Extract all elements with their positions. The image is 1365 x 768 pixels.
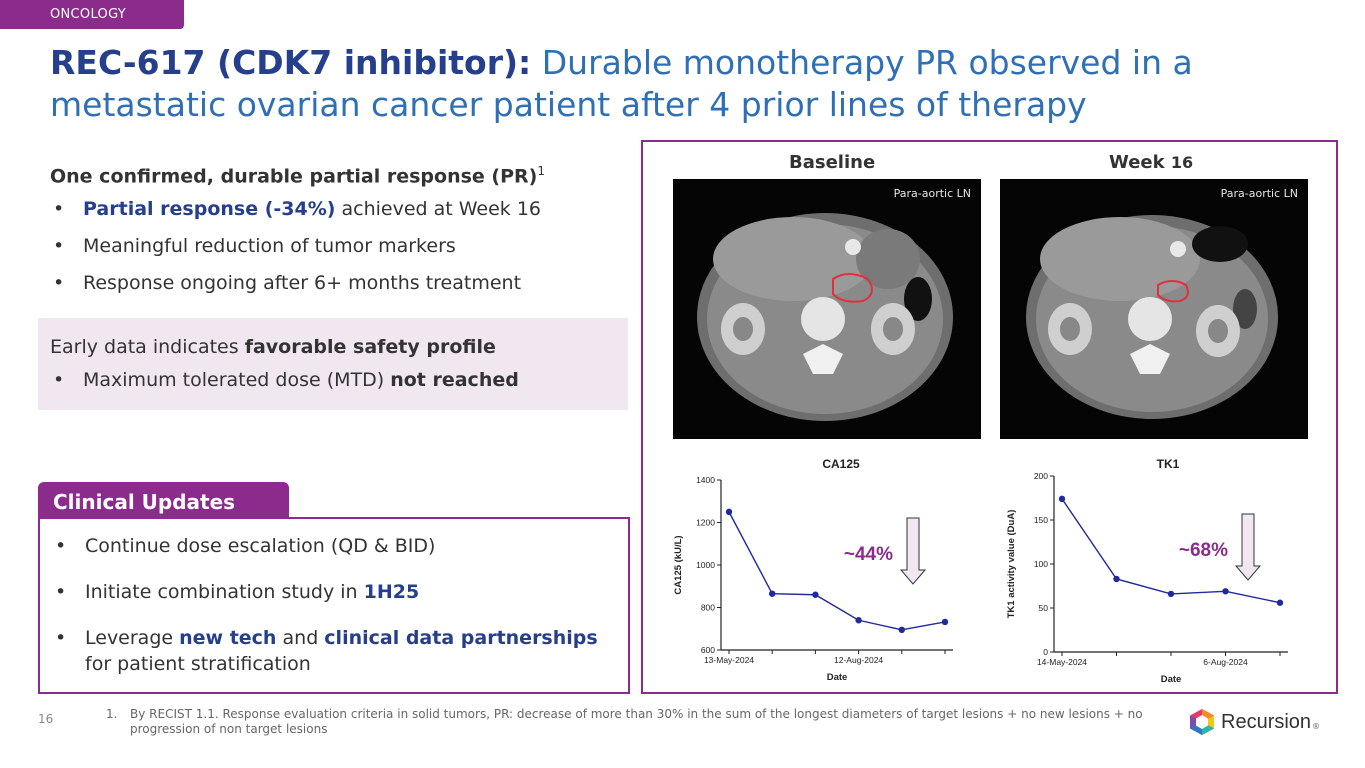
reduction-annotation: ~44% (844, 544, 893, 565)
week-label-text: Week (1109, 152, 1165, 173)
logo-wordmark: Recursion (1221, 710, 1312, 733)
data-point (1167, 590, 1175, 598)
ca125-chart: CA125 600 800 1000 1200 1400 13-May-2024 12-Aug… (673, 457, 953, 683)
pr-bold: Partial response (-34%) (83, 198, 336, 221)
y-axis-label: TK1 activity value (DuA) (1006, 510, 1017, 619)
y-tick-label: 200 (1034, 471, 1048, 481)
response-heading-text: One confirmed, durable partial response … (50, 165, 538, 188)
cu-item3-b: new tech (179, 627, 277, 649)
week16-ct-scan: Para-aortic LN (1000, 179, 1308, 439)
data-point (812, 591, 819, 598)
week-number: 16 (1170, 153, 1194, 172)
response-bullets: Partial response (-34%) achieved at Week… (50, 191, 640, 302)
data-point (769, 590, 776, 597)
recursion-logo: Recursion ® (1189, 708, 1320, 736)
mtd-text: Maximum tolerated dose (MTD) (83, 369, 391, 391)
safety-box: Early data indicates favorable safety pr… (38, 318, 628, 410)
baseline-label: Baseline (789, 152, 876, 173)
ct-image (697, 213, 953, 421)
cu-item2-bold: 1H25 (363, 581, 420, 603)
list-item: Leverage new tech and clinical data part… (52, 625, 628, 677)
data-point (1276, 599, 1284, 606)
x-tick-label: 13-May-2024 (704, 655, 754, 665)
data-point (855, 617, 862, 624)
y-tick-label: 50 (1039, 603, 1049, 613)
chart-title: TK1 (1157, 457, 1180, 471)
response-heading: One confirmed, durable partial response … (50, 156, 640, 191)
cu-item3-e: for patient stratification (85, 653, 311, 675)
cu-item2: Initiate combination study in (85, 581, 364, 603)
y-tick-label: 600 (701, 645, 715, 655)
logo-registered: ® (1312, 721, 1321, 731)
data-point (941, 618, 949, 626)
title-line2: metastatic ovarian cancer patient after … (50, 85, 1087, 124)
down-arrow-icon (899, 517, 927, 585)
results-panel: Baseline Week 16 Para-aortic LN (641, 140, 1338, 694)
reduction-annotation: ~68% (1179, 540, 1228, 561)
safety-intro-bold: favorable safety profile (244, 336, 496, 358)
tk1-chart: TK1 0 50 100 150 200 14-May-2024 6-Aug-2024 Date… (1006, 457, 1288, 685)
clinical-updates-box: Continue dose escalation (QD & BID) Init… (38, 517, 630, 694)
cu-item3-d: clinical data partnerships (324, 627, 598, 649)
ln-label-right: Para-aortic LN (1220, 187, 1298, 200)
data-point (725, 508, 733, 516)
y-tick-label: 1200 (696, 518, 715, 528)
safety-intro-text: Early data indicates (50, 336, 245, 358)
data-point (1058, 495, 1066, 503)
x-axis-label: Date (1161, 674, 1182, 685)
x-tick-label: 6-Aug-2024 (1203, 657, 1248, 667)
list-item: Maximum tolerated dose (MTD) not reached (50, 362, 628, 398)
page-number: 16 (38, 712, 54, 726)
y-tick-label: 1000 (696, 560, 715, 570)
x-axis-label: Date (827, 672, 848, 683)
chart-title: CA125 (822, 457, 860, 471)
ongoing-text: Response ongoing after 6+ months treatme… (83, 272, 522, 295)
slide-title: REC-617 (CDK7 inhibitor): Durable monoth… (50, 42, 1340, 126)
pr-text: achieved at Week 16 (335, 198, 542, 221)
safety-intro: Early data indicates favorable safety pr… (50, 332, 628, 362)
y-tick-label: 150 (1034, 515, 1048, 525)
footnote-text: By RECIST 1.1. Response evaluation crite… (130, 707, 1143, 736)
series-line (728, 511, 946, 631)
cu-item1: Continue dose escalation (QD & BID) (85, 535, 436, 557)
list-item: Partial response (-34%) achieved at Week… (50, 191, 640, 228)
y-tick-label: 1400 (696, 475, 715, 485)
y-tick-label: 800 (701, 603, 715, 613)
ln-label-left: Para-aortic LN (893, 187, 971, 200)
x-tick-label: 14-May-2024 (1037, 657, 1087, 667)
down-arrow-icon (1234, 513, 1262, 581)
footnote: 1. By RECIST 1.1. Response evaluation cr… (106, 707, 1166, 737)
title-line1: Durable monotherapy PR observed in a (531, 43, 1193, 82)
title-drug: REC-617 (CDK7 inhibitor): (50, 43, 532, 82)
list-item: Continue dose escalation (QD & BID) (52, 533, 628, 559)
cu-item3-a: Leverage (85, 627, 180, 649)
cu-item3-c: and (276, 627, 325, 649)
mtd-bold: not reached (390, 369, 519, 391)
week-label: Week 16 (1109, 152, 1193, 173)
y-tick-label: 100 (1034, 559, 1048, 569)
x-tick-label: 12-Aug-2024 (834, 655, 883, 665)
baseline-ct-scan: Para-aortic LN (673, 179, 981, 439)
data-point (1222, 588, 1229, 595)
tumor-marker-text: Meaningful reduction of tumor markers (83, 235, 456, 258)
recursion-logo-icon (1190, 709, 1214, 735)
footnote-ref: 1 (537, 164, 545, 178)
clinical-updates-list: Continue dose escalation (QD & BID) Init… (52, 533, 628, 677)
safety-bullets: Maximum tolerated dose (MTD) not reached (50, 362, 628, 398)
section-tag: ONCOLOGY (0, 0, 184, 29)
y-axis-label: CA125 (kU/L) (673, 535, 684, 594)
data-point (1113, 575, 1120, 583)
list-item: Response ongoing after 6+ months treatme… (50, 265, 640, 302)
response-summary: One confirmed, durable partial response … (50, 156, 640, 302)
list-item: Initiate combination study in 1H25 (52, 579, 628, 605)
clinical-updates-tab: Clinical Updates (38, 482, 289, 519)
footnote-number: 1. (106, 707, 118, 721)
list-item: Meaningful reduction of tumor markers (50, 228, 640, 265)
y-tick-label: 0 (1043, 647, 1048, 657)
ct-image (1026, 215, 1278, 419)
data-point (898, 626, 905, 634)
